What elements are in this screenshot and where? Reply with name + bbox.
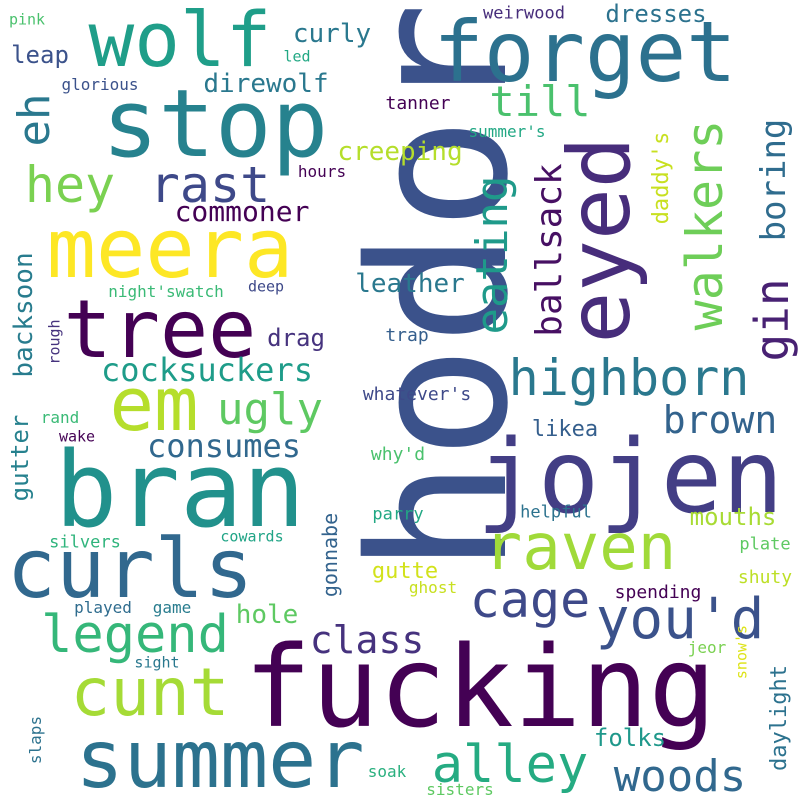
word-gin: gin — [745, 278, 799, 362]
word-hours: hours — [297, 162, 347, 181]
word-dresses: dresses — [605, 0, 707, 28]
word-walkers: walkers — [676, 119, 734, 331]
word-spending: spending — [614, 582, 702, 603]
word-gutter: gutter — [6, 414, 34, 502]
word-mouths: mouths — [689, 503, 777, 531]
word-jeor: jeor — [687, 638, 727, 657]
word-game: game — [152, 598, 192, 617]
word-summer: summer — [75, 713, 365, 800]
word-whatevers: whatever's — [362, 384, 472, 405]
word-folks: folks — [593, 724, 667, 752]
word-forget: forget — [433, 3, 737, 101]
word-nightswatch: night'swatch — [108, 282, 224, 301]
word-commoner: commoner — [174, 195, 310, 228]
word-likea: likea — [531, 417, 599, 442]
word-creeping: creeping — [337, 137, 463, 167]
word-fucking: fucking — [243, 623, 717, 753]
word-cunt: cunt — [70, 654, 230, 731]
word-snows: snow's — [732, 624, 751, 680]
word-tree: tree — [63, 283, 257, 376]
word-rast: rast — [149, 156, 271, 214]
word-bran: bran — [54, 429, 306, 551]
word-backsoon: backsoon — [9, 252, 39, 378]
word-trap: trap — [385, 325, 429, 346]
word-drag: drag — [267, 324, 325, 352]
word-class: class — [309, 618, 425, 662]
word-weirwood: weirwood — [483, 3, 565, 24]
word-legend: legend — [41, 605, 229, 665]
word-cowards: cowards — [220, 527, 284, 546]
word-youd: you'd — [595, 587, 765, 652]
word-wolf: wolf — [88, 0, 272, 84]
word-brown: brown — [662, 398, 778, 442]
word-meera: meera — [46, 202, 294, 297]
word-gonnabe: gonnabe — [318, 512, 342, 598]
word-played: played — [74, 598, 132, 617]
word-woods: woods — [613, 751, 747, 800]
word-ballsack: ballsack — [529, 163, 570, 337]
word-tanner: tanner — [385, 93, 451, 114]
word-stop: stop — [101, 70, 329, 179]
word-leap: leap — [11, 41, 69, 69]
word-curly: curly — [292, 19, 372, 49]
word-led: led — [283, 47, 311, 66]
word-daylight: daylight — [767, 665, 792, 771]
word-till: till — [489, 77, 591, 126]
word-eh: eh — [9, 93, 60, 147]
word-ugly: ugly — [217, 384, 323, 435]
word-glorious: glorious — [61, 75, 139, 94]
word-hole: hole — [235, 600, 299, 630]
word-jojen: jojen — [476, 418, 784, 537]
word-deep: deep — [247, 277, 285, 296]
word-parry: parry — [372, 504, 424, 525]
word-consumes: consumes — [146, 427, 302, 465]
word-direwolf: direwolf — [203, 69, 329, 99]
word-boring: boring — [754, 118, 794, 242]
word-sight: sight — [134, 653, 180, 672]
word-shuty: shuty — [737, 567, 793, 588]
word-rough: rough — [45, 319, 64, 365]
word-eating: eating — [467, 175, 518, 335]
word-wake: wake — [58, 427, 96, 446]
word-pink: pink — [8, 10, 46, 29]
word-whyd: why'd — [370, 444, 426, 465]
word-cage: cage — [469, 571, 591, 629]
word-plate: plate — [739, 534, 791, 555]
word-ghost: ghost — [408, 578, 458, 597]
word-daddys: daddy's — [649, 131, 674, 225]
word-summers: summer's — [468, 122, 546, 141]
word-silvers: silvers — [49, 532, 121, 553]
word-highborn: highborn — [508, 349, 750, 407]
word-raven: raven — [483, 511, 677, 585]
word-curls: curls — [6, 522, 254, 617]
word-alley: alley — [431, 735, 589, 795]
word-helpful: helpful — [520, 502, 592, 523]
word-gutte: gutte — [371, 559, 439, 584]
word-slaps: slaps — [26, 715, 45, 765]
word-cocksuckers: cocksuckers — [101, 351, 313, 389]
word-leather: leather — [355, 269, 465, 299]
word-soak: soak — [367, 762, 407, 781]
word-em: em — [109, 362, 199, 448]
word-sisters: sisters — [426, 780, 494, 799]
word-hey: hey — [24, 156, 116, 214]
word-rand: rand — [40, 408, 80, 427]
